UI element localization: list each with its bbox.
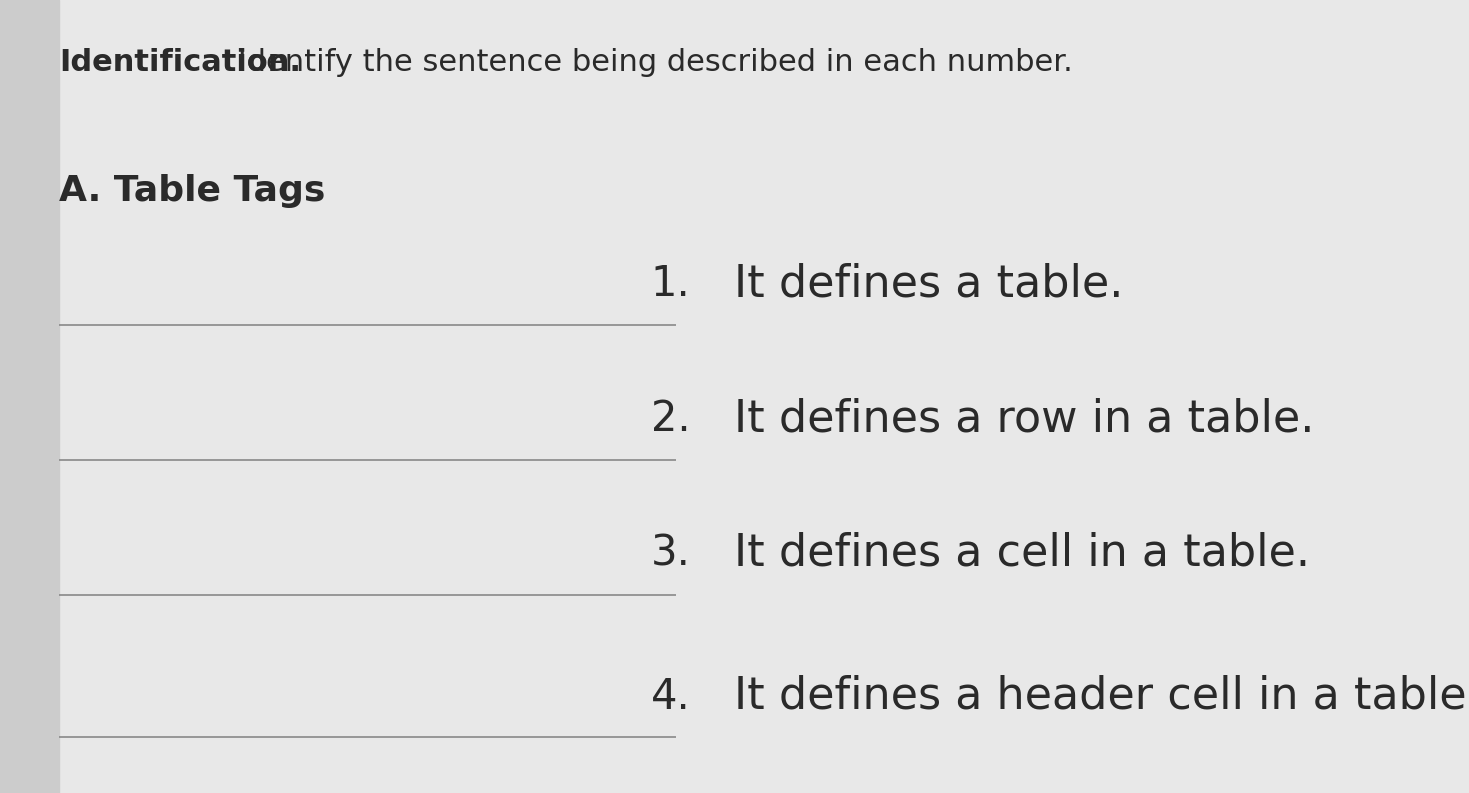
Text: A. Table Tags: A. Table Tags — [59, 174, 325, 209]
Text: It defines a row in a table.: It defines a row in a table. — [734, 397, 1315, 440]
Bar — [0, 0, 59, 793]
Text: Identify the sentence being described in each number.: Identify the sentence being described in… — [228, 48, 1072, 77]
Text: 3.: 3. — [651, 533, 690, 575]
Text: 4.: 4. — [651, 676, 690, 718]
Text: Identification.: Identification. — [59, 48, 301, 77]
Text: It defines a cell in a table.: It defines a cell in a table. — [734, 532, 1310, 575]
Text: 1.: 1. — [651, 263, 690, 305]
Text: 2.: 2. — [651, 398, 690, 440]
Text: It defines a header cell in a table.: It defines a header cell in a table. — [734, 675, 1469, 718]
Text: It defines a table.: It defines a table. — [734, 262, 1124, 305]
